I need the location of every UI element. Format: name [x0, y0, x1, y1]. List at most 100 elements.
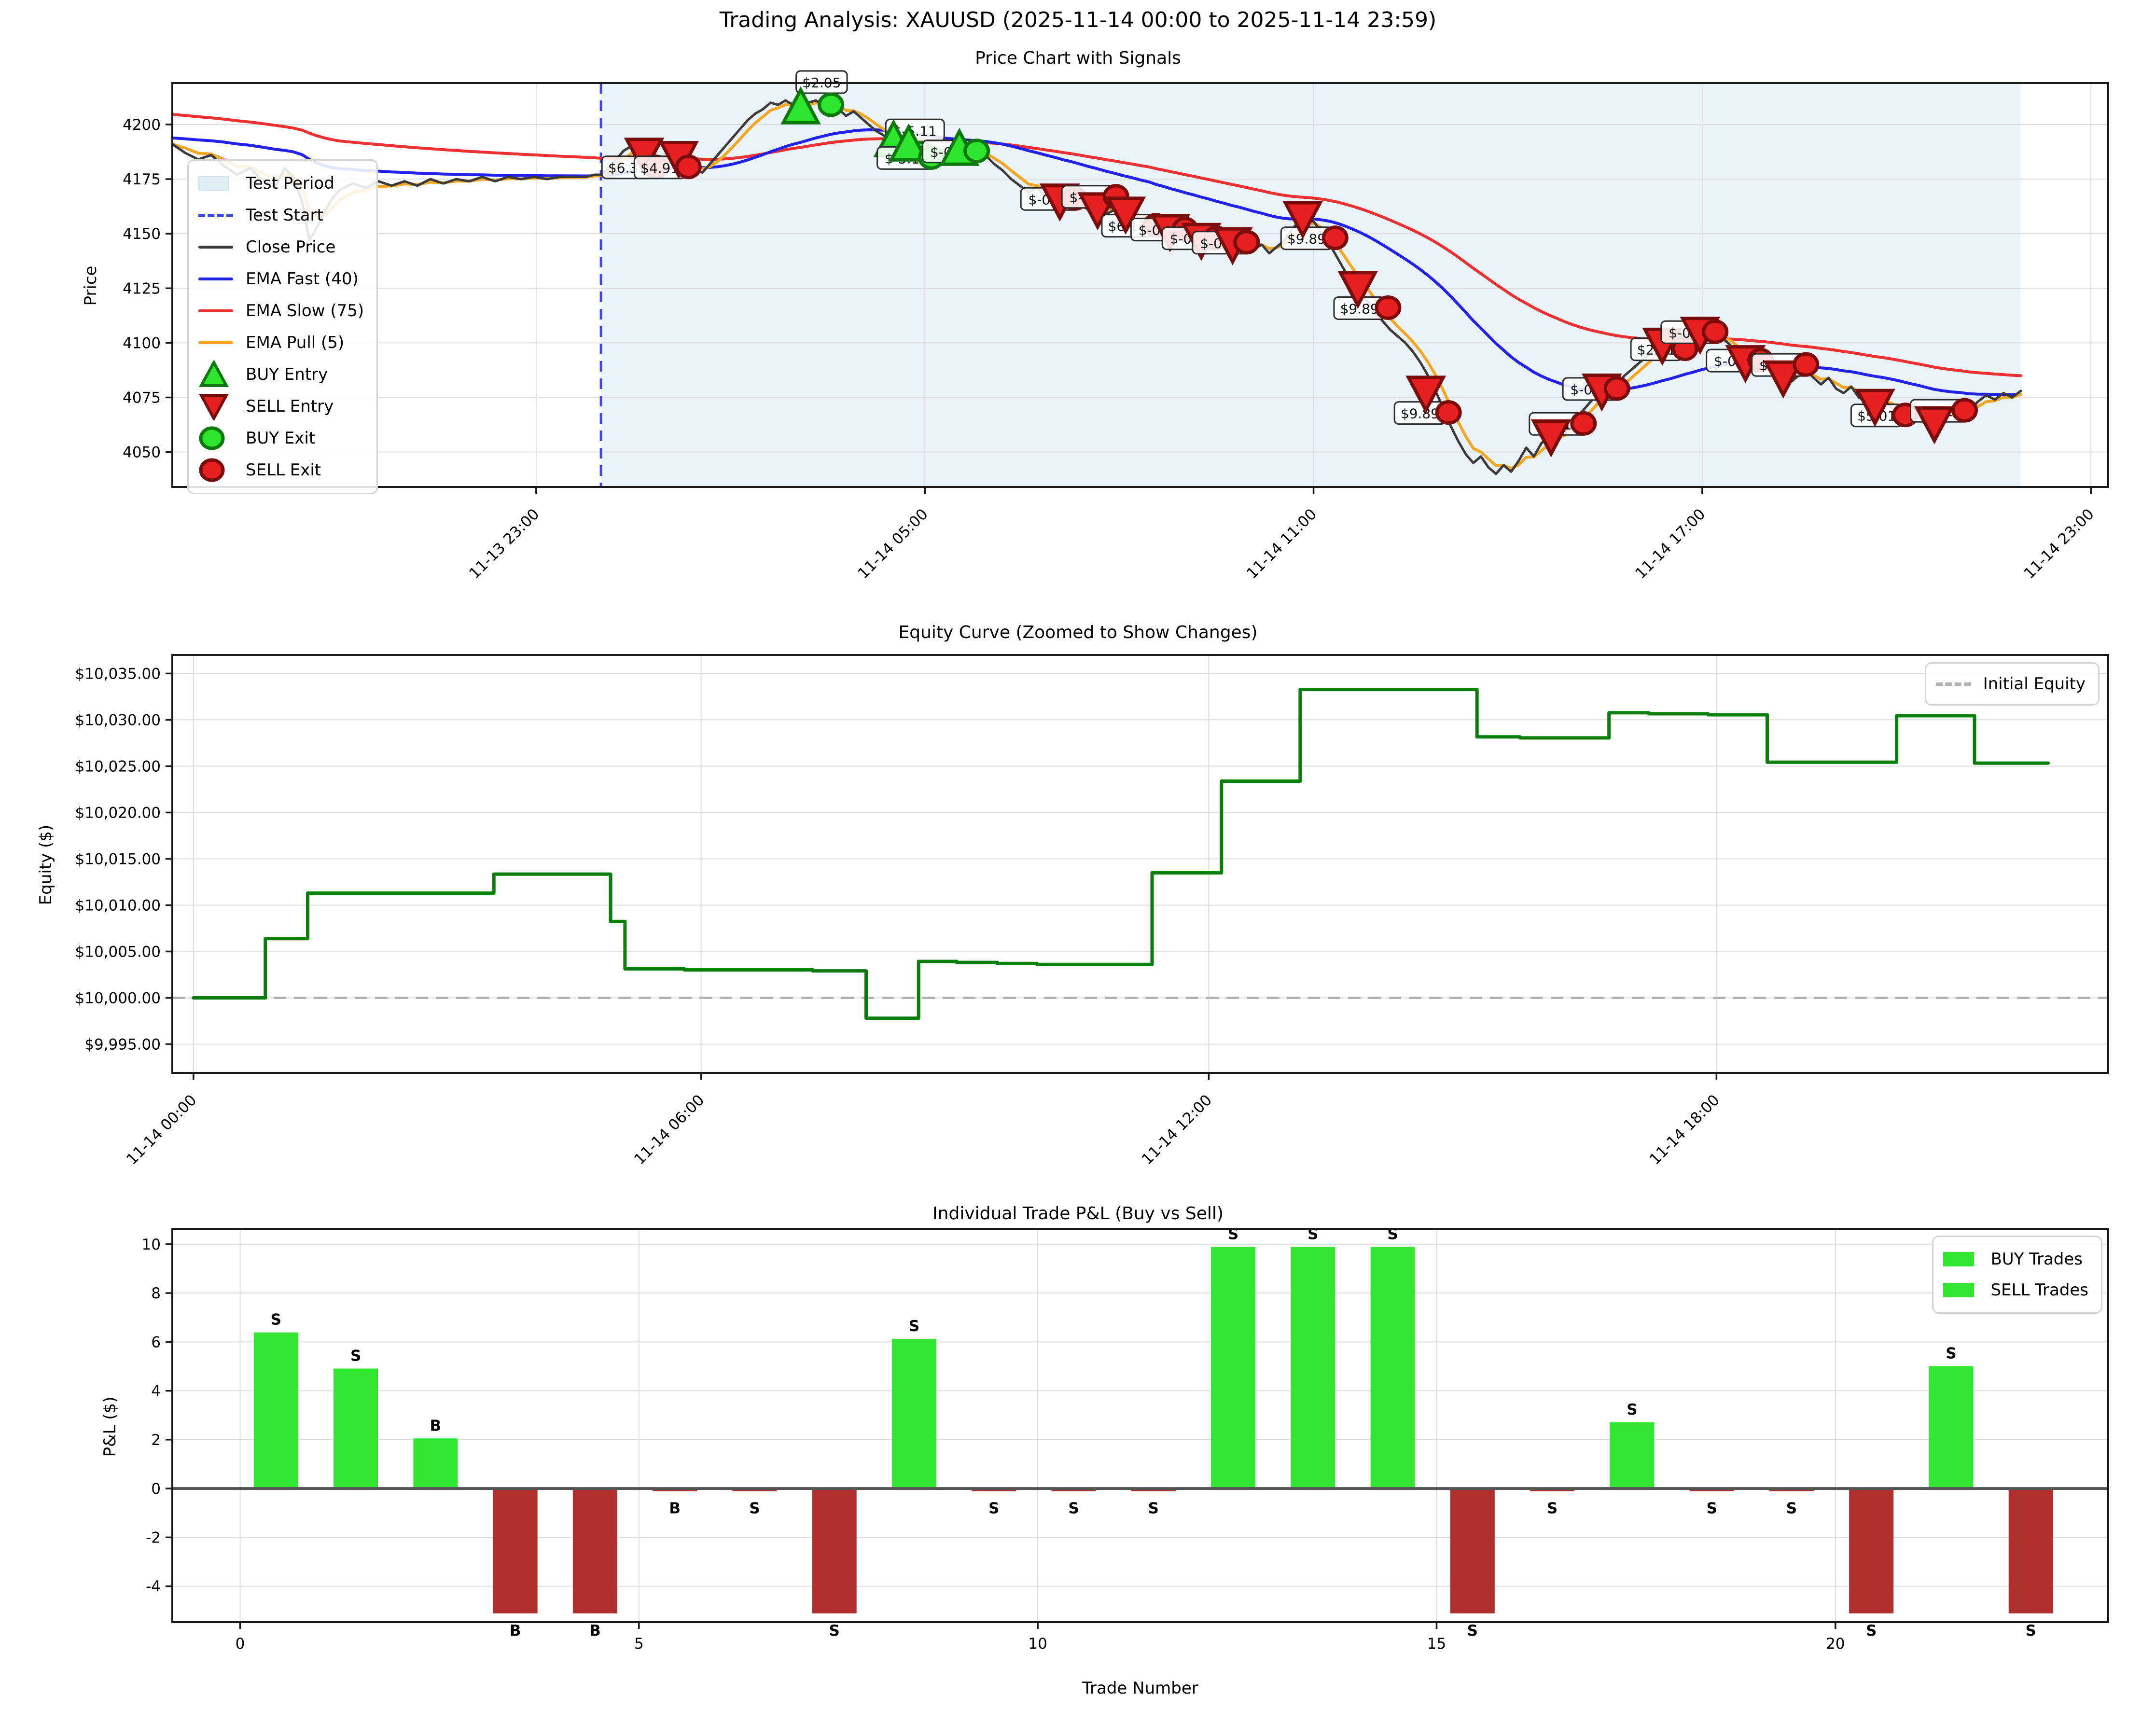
svg-text:S: S	[1706, 1500, 1717, 1517]
svg-text:B: B	[589, 1622, 601, 1640]
legend-item-sell-entry: SELL Entry	[198, 390, 364, 422]
svg-text:4175: 4175	[123, 171, 161, 188]
svg-text:B: B	[669, 1500, 681, 1517]
ema-slow-swatch-icon	[198, 309, 235, 312]
svg-text:0: 0	[236, 1635, 245, 1653]
svg-text:8: 8	[151, 1285, 161, 1302]
equity-legend: Initial Equity	[1924, 662, 2100, 706]
initial-equity-swatch-icon	[1935, 682, 1973, 686]
legend-label: SELL Entry	[246, 397, 334, 416]
svg-text:11-14 23:00: 11-14 23:00	[2021, 505, 2098, 582]
svg-text:10: 10	[142, 1236, 161, 1253]
svg-text:10: 10	[1028, 1635, 1047, 1653]
svg-text:2: 2	[151, 1432, 161, 1449]
svg-text:11-13 23:00: 11-13 23:00	[466, 505, 542, 582]
close-price-swatch-icon	[198, 246, 235, 249]
legend-item-test-period: Test Period	[198, 167, 364, 199]
pnl-legend: BUY Trades SELL Trades	[1932, 1236, 2102, 1314]
legend-label: Test Period	[246, 174, 334, 193]
svg-text:B: B	[430, 1417, 442, 1434]
buy-exit-circle-icon	[198, 425, 235, 452]
svg-text:$10,030.00: $10,030.00	[75, 711, 161, 729]
sell-entry-triangle-icon	[198, 392, 235, 420]
legend-item-close-price: Close Price	[198, 231, 364, 263]
svg-text:S: S	[829, 1622, 840, 1640]
figure-title: Trading Analysis: XAUUSD (2025-11-14 00:…	[719, 8, 1437, 32]
legend-item-buy-exit: BUY Exit	[198, 422, 364, 454]
svg-text:S: S	[1148, 1500, 1159, 1517]
equity-ylabel: Equity ($)	[36, 824, 56, 905]
svg-text:S: S	[1547, 1500, 1558, 1517]
svg-text:11-14 12:00: 11-14 12:00	[1139, 1091, 1215, 1168]
legend-item-ema-fast: EMA Fast (40)	[198, 263, 364, 295]
svg-text:S: S	[1387, 1225, 1398, 1243]
svg-text:S: S	[1627, 1401, 1637, 1418]
svg-text:S: S	[1467, 1622, 1478, 1640]
legend-label: SELL Trades	[1990, 1280, 2088, 1300]
svg-text:11-14 05:00: 11-14 05:00	[855, 505, 932, 582]
svg-text:11-14 11:00: 11-14 11:00	[1243, 505, 1320, 582]
svg-text:$10,005.00: $10,005.00	[75, 943, 161, 960]
legend-item-initial-equity: Initial Equity	[1935, 670, 2086, 697]
test-period-swatch-icon	[198, 176, 235, 191]
equity-chart-title: Equity Curve (Zoomed to Show Changes)	[898, 623, 1258, 642]
svg-text:4125: 4125	[123, 280, 161, 297]
legend-item-buy-trades: BUY Trades	[1943, 1244, 2088, 1275]
legend-item-buy-entry: BUY Entry	[198, 359, 364, 390]
pnl-ylabel: P&L ($)	[100, 1396, 120, 1457]
legend-label: BUY Exit	[246, 429, 316, 448]
svg-text:4075: 4075	[123, 389, 161, 407]
pnl-chart-title: Individual Trade P&L (Buy vs Sell)	[932, 1204, 1224, 1223]
svg-text:S: S	[1308, 1225, 1318, 1243]
legend-item-test-start: Test Start	[198, 199, 364, 231]
legend-item-sell-trades: SELL Trades	[1943, 1275, 2088, 1306]
ema-fast-swatch-icon	[198, 278, 235, 280]
sell-exit-circle-icon	[198, 457, 235, 484]
svg-text:S: S	[271, 1311, 281, 1329]
svg-text:S: S	[350, 1348, 361, 1365]
svg-text:6: 6	[151, 1334, 161, 1351]
svg-text:$10,010.00: $10,010.00	[75, 897, 161, 914]
legend-label: SELL Exit	[246, 460, 321, 480]
legend-label: EMA Slow (75)	[246, 301, 364, 320]
price-ylabel: Price	[81, 265, 100, 306]
legend-label: EMA Fast (40)	[246, 269, 359, 289]
svg-text:11-14 17:00: 11-14 17:00	[1632, 505, 1709, 582]
svg-text:-2: -2	[146, 1529, 161, 1546]
svg-text:$9,995.00: $9,995.00	[84, 1036, 161, 1053]
svg-text:S: S	[1866, 1622, 1877, 1640]
legend-item-ema-slow: EMA Slow (75)	[198, 295, 364, 327]
svg-text:S: S	[1946, 1345, 1956, 1362]
ema-pull-swatch-icon	[198, 341, 235, 344]
legend-label: Initial Equity	[1983, 674, 2086, 694]
svg-text:4050: 4050	[123, 444, 161, 461]
svg-text:$10,000.00: $10,000.00	[75, 989, 161, 1007]
svg-text:$10,020.00: $10,020.00	[75, 804, 161, 821]
legend-label: EMA Pull (5)	[246, 333, 345, 352]
svg-text:$10,015.00: $10,015.00	[75, 850, 161, 868]
buy-entry-triangle-icon	[198, 361, 235, 389]
svg-text:20: 20	[1826, 1635, 1845, 1653]
svg-text:$10,025.00: $10,025.00	[75, 758, 161, 775]
svg-text:0: 0	[151, 1480, 161, 1498]
legend-item-sell-exit: SELL Exit	[198, 454, 364, 486]
svg-text:S: S	[2026, 1622, 2036, 1640]
svg-text:B: B	[510, 1622, 521, 1640]
svg-text:4200: 4200	[123, 116, 161, 134]
svg-text:S: S	[1068, 1500, 1079, 1517]
svg-text:4: 4	[151, 1383, 161, 1400]
buy-trades-swatch-icon	[1943, 1252, 1980, 1266]
svg-text:S: S	[749, 1500, 760, 1517]
svg-text:S: S	[1228, 1225, 1238, 1243]
test-start-swatch-icon	[198, 213, 235, 217]
sell-trades-swatch-icon	[1943, 1283, 1980, 1297]
svg-text:$10,035.00: $10,035.00	[75, 665, 161, 682]
legend-label: BUY Trades	[1990, 1250, 2083, 1269]
legend-item-ema-pull: EMA Pull (5)	[198, 327, 364, 359]
svg-text:11-14 18:00: 11-14 18:00	[1646, 1091, 1723, 1168]
legend-label: BUY Entry	[246, 365, 328, 384]
svg-text:$9.89: $9.89	[1401, 406, 1439, 422]
svg-text:4100: 4100	[123, 334, 161, 352]
price-chart-legend: Test Period Test Start Close Price EMA F…	[187, 159, 378, 494]
